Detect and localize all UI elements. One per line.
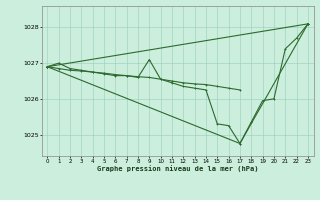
X-axis label: Graphe pression niveau de la mer (hPa): Graphe pression niveau de la mer (hPa) (97, 165, 258, 172)
